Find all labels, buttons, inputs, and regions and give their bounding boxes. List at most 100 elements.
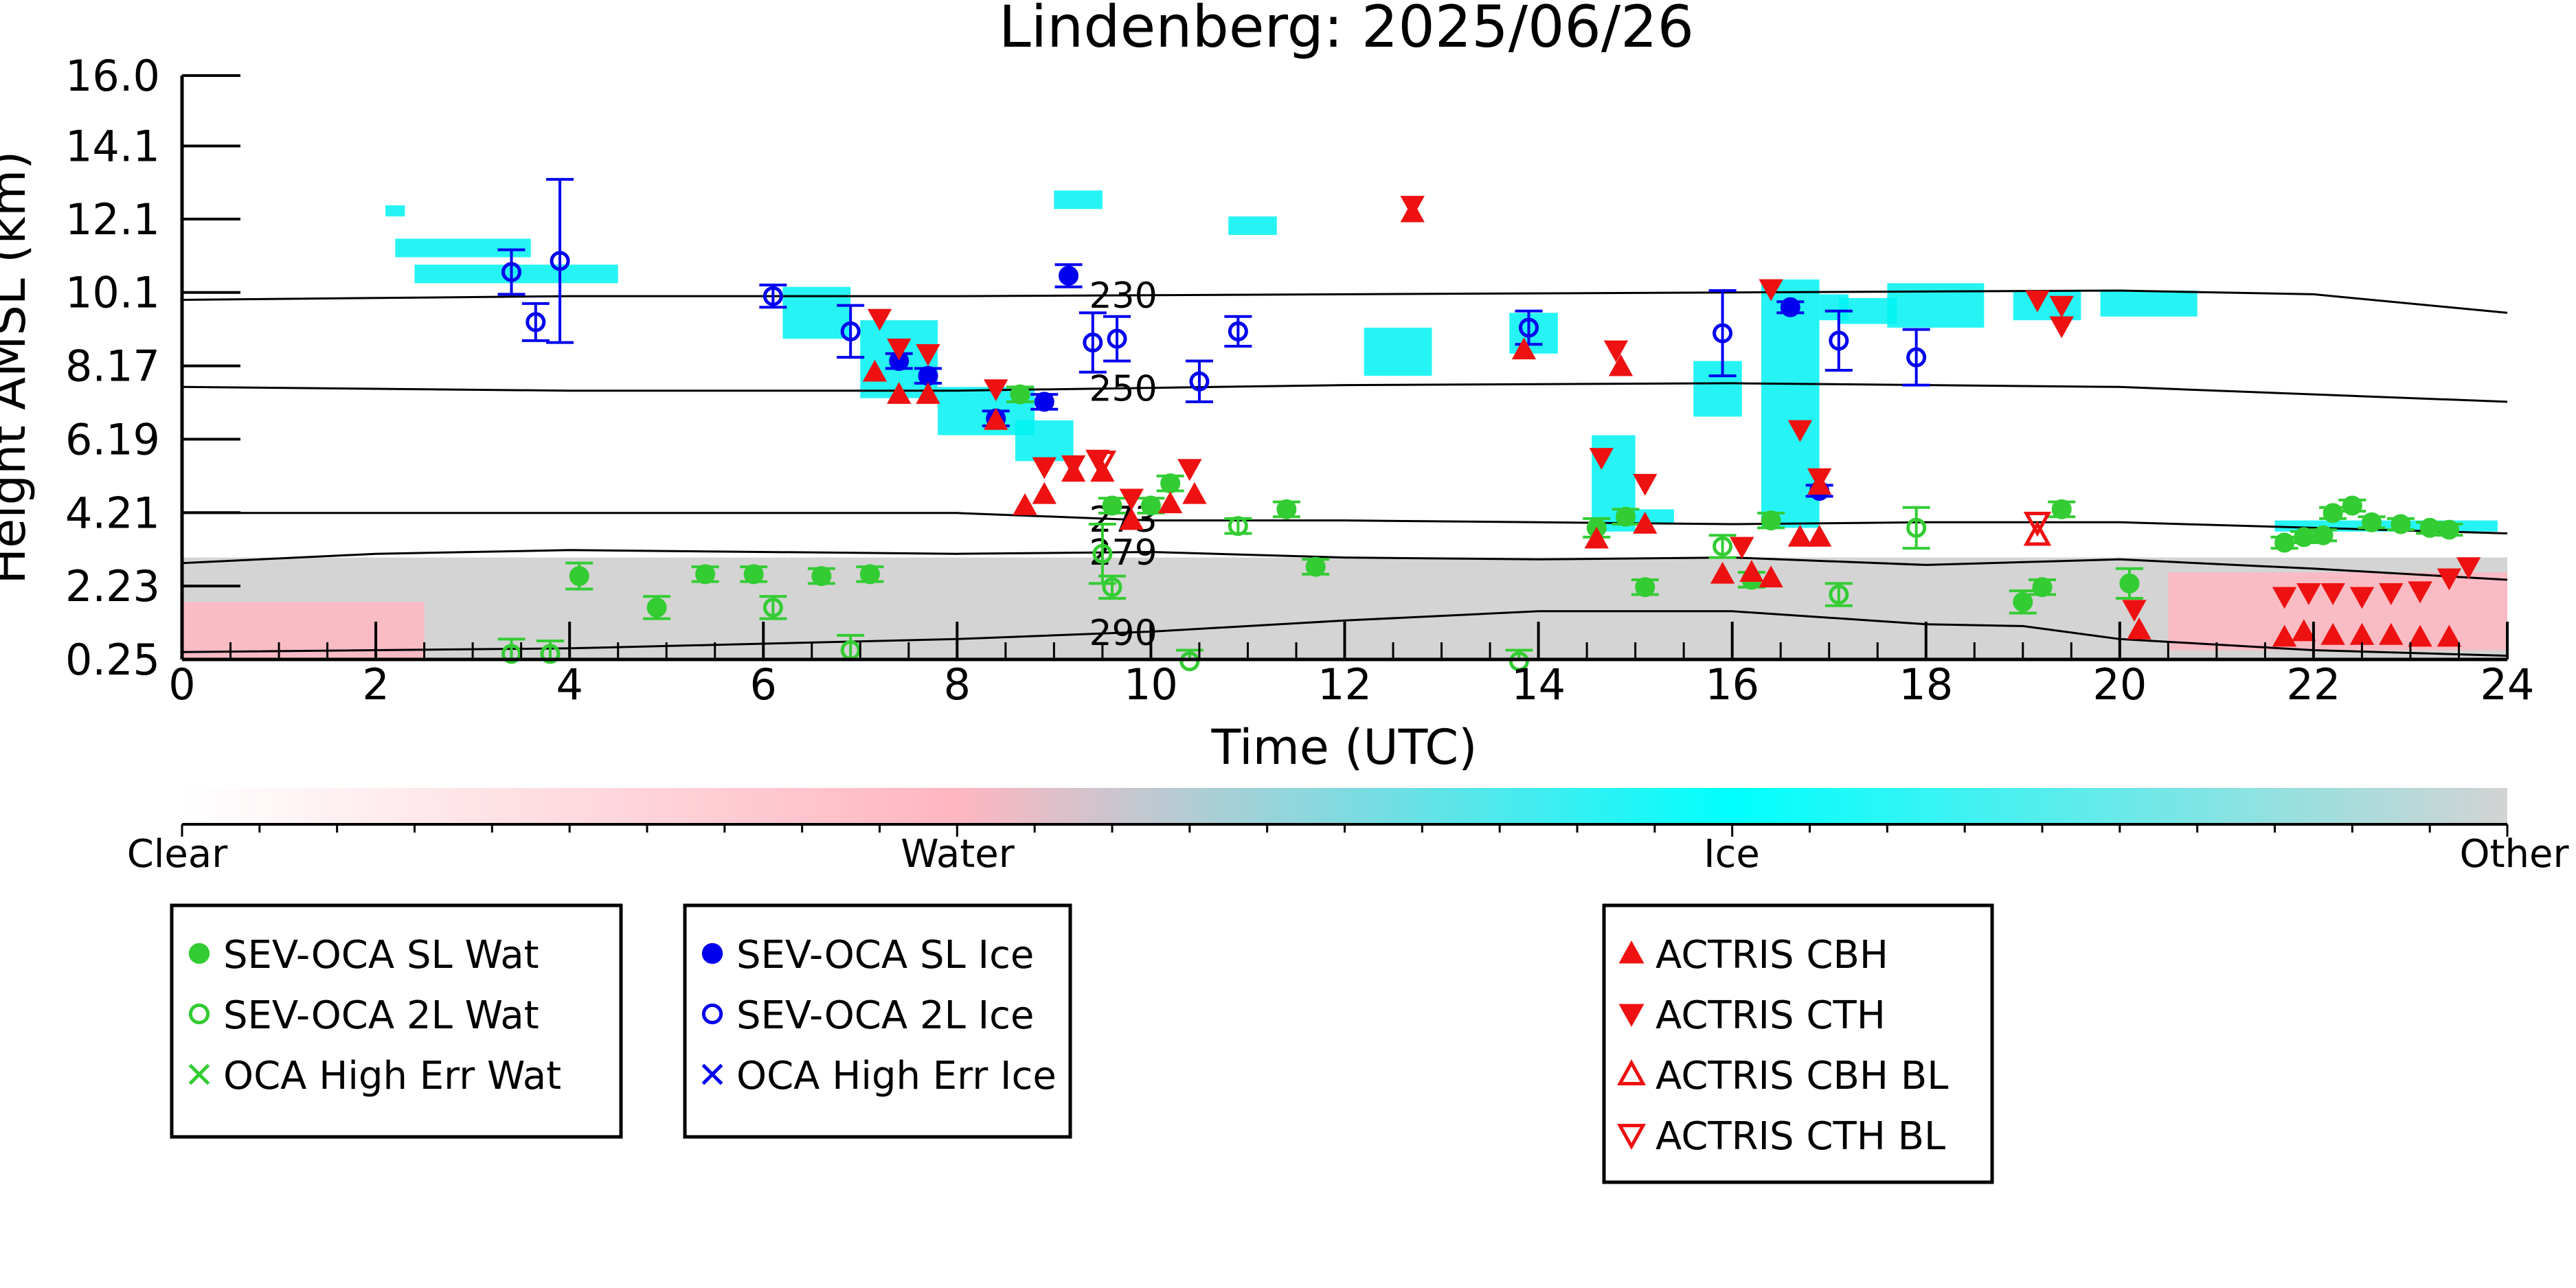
- y-tick-label: 10.1: [65, 268, 160, 318]
- data-point: [2313, 525, 2334, 545]
- data-point: [2127, 617, 2151, 640]
- colorbar-label-water: Water: [901, 832, 1015, 877]
- x-tick-label: 20: [2092, 659, 2147, 710]
- data-point: [1603, 340, 1629, 363]
- data-point: [1160, 473, 1181, 494]
- legend-label: ACTRIS CBH: [1656, 933, 1888, 978]
- data-point: [2296, 583, 2321, 605]
- data-point: [867, 308, 892, 331]
- data-point: [1182, 482, 1207, 504]
- legend-marker: [1618, 1004, 1645, 1027]
- contour-label-290: 290: [1089, 613, 1157, 654]
- data-point: [1511, 337, 1537, 360]
- series-actris-cth-bl: [1088, 450, 2052, 537]
- data-point: [1635, 577, 1656, 598]
- legend-frame: [170, 903, 623, 1139]
- data-point: [1633, 473, 1658, 496]
- contour-290: [181, 610, 2508, 657]
- mask-region-ice: [1693, 361, 1742, 417]
- data-point: [569, 566, 589, 587]
- mask-region-ice: [1015, 420, 1074, 462]
- x-tick-label: 6: [750, 659, 777, 710]
- data-point: [1829, 330, 1849, 351]
- data-point: [1083, 332, 1103, 353]
- data-point: [1713, 323, 1733, 343]
- data-point: [646, 597, 667, 618]
- data-point: [2013, 591, 2033, 612]
- legend-marker: [188, 1003, 210, 1025]
- data-point: [1032, 457, 1057, 479]
- data-point: [2025, 290, 2050, 313]
- x-tick-label: 0: [168, 659, 195, 710]
- data-point: [2049, 295, 2074, 318]
- y-tick-label: 4.21: [65, 488, 160, 538]
- y-tick-label: 6.19: [65, 414, 160, 464]
- error-bar: [497, 248, 526, 296]
- data-point: [1906, 517, 1927, 538]
- x-tick-label: 2: [362, 659, 389, 710]
- legend-label: OCA High Err Wat: [223, 1054, 561, 1098]
- data-point: [1807, 468, 1832, 490]
- data-point: [1034, 392, 1054, 412]
- y-tick-label: 12.1: [65, 194, 160, 245]
- y-tick-label: 2.23: [65, 561, 160, 611]
- legend-marker: [188, 1063, 210, 1085]
- data-point: [1759, 565, 1783, 588]
- y-tick-label: 8.17: [65, 341, 160, 392]
- legend-label: ACTRIS CTH BL: [1656, 1114, 1945, 1159]
- data-point: [1400, 196, 1425, 218]
- data-point: [1780, 297, 1800, 317]
- contour-label-230: 230: [1089, 275, 1157, 317]
- legend-frame: [1602, 903, 1994, 1184]
- data-point: [887, 382, 912, 404]
- data-point: [862, 359, 888, 382]
- data-point: [1608, 354, 1634, 376]
- data-point: [916, 382, 940, 404]
- x-tick-label: 4: [556, 659, 583, 710]
- colorbar-label-ice: Ice: [1704, 832, 1760, 877]
- data-point: [2051, 499, 2072, 519]
- data-point: [1107, 328, 1127, 349]
- contour-279: [181, 549, 2508, 581]
- legend-box-1: SEV-OCA SL Wat SEV-OCA 2L Wat OCA High Err…: [170, 903, 623, 1139]
- data-point: [2023, 521, 2052, 546]
- data-point: [1013, 493, 1037, 515]
- data-point: [1305, 556, 1326, 577]
- data-point: [1092, 543, 1113, 564]
- data-point: [1189, 371, 1210, 392]
- data-point: [2362, 512, 2382, 532]
- data-point: [1787, 420, 1813, 442]
- data-point: [1759, 279, 1783, 302]
- legend-label: ACTRIS CBH BL: [1656, 1054, 1948, 1098]
- data-point: [1633, 511, 1658, 534]
- y-tick-label: 16.0: [65, 51, 160, 101]
- mask-region-ice: [385, 205, 405, 217]
- data-point: [2272, 624, 2297, 647]
- mask-region-ice: [1228, 216, 1277, 236]
- data-point: [2119, 573, 2140, 594]
- legends: SEV-OCA SL Wat SEV-OCA 2L Wat OCA High Err…: [170, 903, 1994, 1184]
- data-point: [1713, 536, 1733, 556]
- data-point: [916, 343, 940, 366]
- data-point: [1906, 347, 1927, 368]
- data-point: [2294, 527, 2314, 547]
- colorbar: Clear Water Ice Other: [127, 788, 2569, 877]
- x-tick-label: 22: [2286, 659, 2340, 710]
- contour-230: [181, 289, 2508, 314]
- contour-250: [181, 382, 2508, 403]
- data-point: [1616, 506, 1636, 527]
- data-point: [762, 597, 783, 618]
- error-bar: [1824, 309, 1853, 372]
- data-point: [2456, 557, 2481, 580]
- colorbar-gradient: [182, 788, 2507, 824]
- legend-label: SEV-OCA SL Wat: [223, 933, 539, 978]
- data-point: [1088, 450, 1117, 476]
- y-axis-label: Height AMSL (km): [0, 151, 36, 585]
- legend-label: ACTRIS CTH: [1656, 993, 1886, 1038]
- contour-label-250: 250: [1089, 368, 1157, 409]
- error-bar: [1185, 359, 1213, 403]
- data-point: [1059, 265, 1079, 286]
- data-point: [1179, 651, 1200, 672]
- data-point: [695, 564, 716, 585]
